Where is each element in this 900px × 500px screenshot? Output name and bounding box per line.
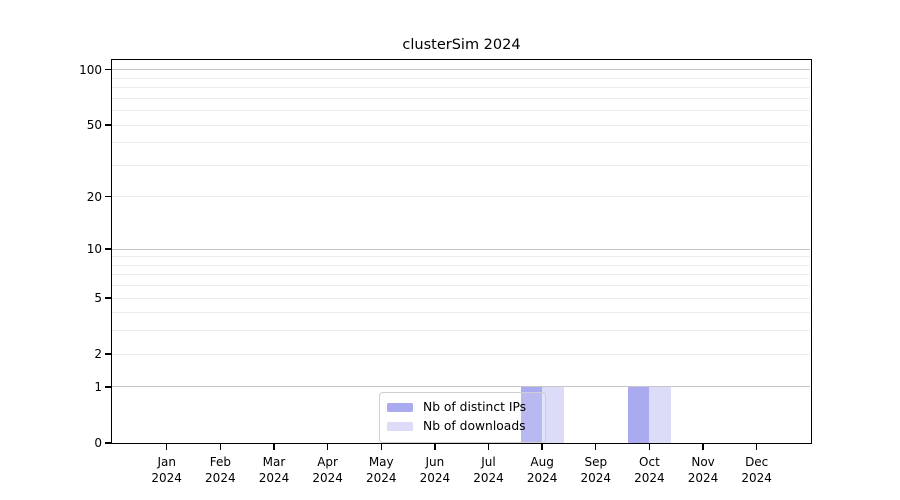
y-tick-label: 0	[94, 436, 102, 450]
x-tick-mark	[434, 444, 436, 451]
x-tick-label-oct: Oct 2024	[634, 455, 665, 485]
x-tick-mark	[595, 444, 597, 451]
legend-swatch-downloads-icon	[387, 422, 413, 431]
x-tick-label-feb: Feb 2024	[205, 455, 236, 485]
y-tick-label: 2	[94, 347, 102, 362]
y-tick-label: 50	[86, 118, 102, 133]
x-tick-label-dec: Dec 2024	[741, 455, 772, 485]
y-tick-label: 10	[86, 242, 102, 257]
x-tick-mark	[219, 444, 222, 451]
legend-label-downloads: Nb of downloads	[423, 419, 526, 433]
x-tick-mark	[380, 444, 382, 451]
x-tick-mark	[273, 444, 275, 451]
x-tick-mark	[166, 444, 168, 451]
x-tick-label-sep: Sep 2024	[580, 455, 612, 485]
x-tick-label-mar: Mar 2024	[258, 455, 290, 485]
x-tick-mark	[756, 444, 758, 451]
y-tick-label: 1	[94, 379, 102, 394]
x-tick-mark	[326, 444, 329, 451]
y-tick-label: 20	[86, 189, 102, 204]
legend-swatch-distinct-ips-icon	[387, 403, 413, 412]
x-tick-label-may: May 2024	[365, 455, 397, 485]
legend-label-distinct-ips: Nb of distinct IPs	[423, 400, 527, 414]
y-tick-label: 100	[79, 62, 102, 77]
x-tick-mark	[487, 444, 490, 451]
x-tick-label-aug: Aug 2024	[526, 455, 558, 485]
x-tick-label-apr: Apr 2024	[312, 455, 343, 485]
y-tick-label: 5	[94, 291, 102, 306]
chart-title: clusterSim 2024	[402, 37, 521, 53]
x-tick-label-jun: Jun 2024	[419, 455, 451, 485]
x-tick-mark	[702, 444, 704, 451]
x-tick-label-jan: Jan 2024	[151, 455, 182, 485]
legend: Nb of distinct IPs Nb of downloads	[379, 392, 546, 443]
x-tick-mark	[648, 444, 651, 451]
x-tick-mark	[541, 444, 543, 451]
x-tick-label-nov: Nov 2024	[687, 455, 719, 485]
x-tick-label-jul: Jul 2024	[473, 455, 504, 485]
legend-item-distinct-ips: Nb of distinct IPs	[387, 398, 536, 417]
legend-item-downloads: Nb of downloads	[387, 417, 536, 436]
plot-area-spines	[111, 59, 812, 444]
